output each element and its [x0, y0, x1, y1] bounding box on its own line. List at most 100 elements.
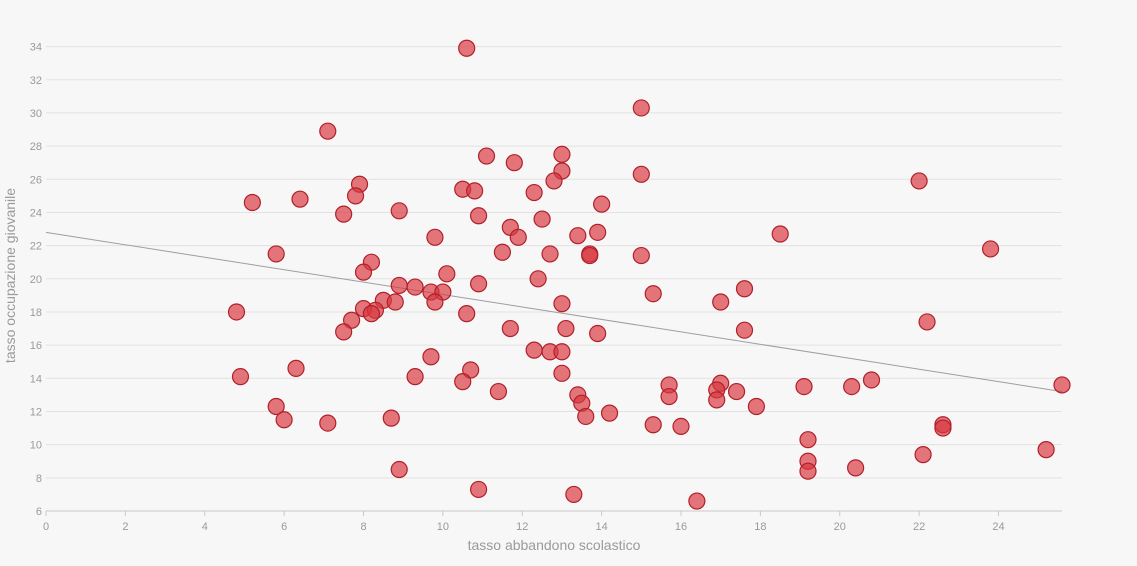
- y-tick-label: 32: [30, 75, 42, 87]
- data-point[interactable]: [525, 341, 543, 359]
- data-point[interactable]: [406, 368, 424, 386]
- data-point[interactable]: [553, 145, 571, 163]
- data-point[interactable]: [569, 227, 587, 245]
- data-point[interactable]: [557, 319, 575, 338]
- data-point[interactable]: [565, 485, 583, 504]
- data-point[interactable]: [390, 460, 408, 479]
- data-point[interactable]: [1037, 441, 1055, 459]
- data-point[interactable]: [910, 172, 928, 190]
- data-point[interactable]: [525, 183, 543, 202]
- data-point[interactable]: [843, 378, 861, 396]
- data-point[interactable]: [708, 391, 726, 409]
- x-axis-ticks: 0 2 4 6 8 10 12 14 16 18 20 22 24: [43, 511, 1005, 533]
- y-tick-label: 26: [30, 174, 42, 186]
- data-point[interactable]: [390, 202, 408, 220]
- data-point[interactable]: [275, 411, 293, 429]
- data-point[interactable]: [914, 446, 932, 464]
- grid-lines: [46, 46, 1062, 512]
- data-point[interactable]: [382, 409, 400, 427]
- data-point[interactable]: [291, 190, 309, 208]
- data-point[interactable]: [422, 348, 440, 366]
- data-point[interactable]: [454, 373, 472, 391]
- data-point[interactable]: [386, 293, 404, 311]
- data-point[interactable]: [335, 205, 353, 223]
- data-point[interactable]: [918, 313, 936, 331]
- y-tick-label: 16: [30, 340, 42, 352]
- data-point[interactable]: [477, 147, 496, 165]
- data-point[interactable]: [458, 305, 476, 323]
- data-point[interactable]: [799, 431, 817, 449]
- data-point[interactable]: [426, 228, 444, 246]
- data-point[interactable]: [593, 195, 611, 213]
- data-point[interactable]: [390, 276, 408, 295]
- data-point[interactable]: [600, 404, 619, 422]
- data-point[interactable]: [267, 397, 285, 416]
- data-point[interactable]: [529, 270, 547, 288]
- data-point[interactable]: [469, 480, 488, 499]
- data-point[interactable]: [862, 371, 881, 389]
- data-point[interactable]: [346, 187, 365, 205]
- data-point[interactable]: [672, 417, 690, 436]
- data-point[interactable]: [981, 240, 1000, 258]
- data-point[interactable]: [469, 207, 488, 225]
- data-point[interactable]: [231, 368, 250, 386]
- data-point[interactable]: [227, 303, 246, 321]
- data-point[interactable]: [354, 263, 373, 281]
- data-point[interactable]: [553, 295, 571, 313]
- data-point[interactable]: [727, 382, 746, 401]
- x-tick-label: 2: [122, 521, 128, 533]
- data-point[interactable]: [934, 419, 952, 437]
- data-point[interactable]: [493, 243, 512, 261]
- data-point[interactable]: [712, 293, 730, 311]
- y-axis-title: tasso occupazione giovanile: [2, 188, 18, 363]
- data-point[interactable]: [1053, 376, 1071, 394]
- data-point[interactable]: [319, 122, 337, 140]
- data-point[interactable]: [469, 275, 488, 293]
- data-point[interactable]: [735, 280, 754, 298]
- data-point[interactable]: [243, 193, 261, 212]
- data-point[interactable]: [632, 246, 650, 265]
- data-point[interactable]: [287, 359, 305, 377]
- y-tick-label: 24: [30, 207, 42, 219]
- data-point[interactable]: [799, 462, 817, 480]
- data-point[interactable]: [545, 172, 563, 190]
- x-tick-label: 14: [596, 521, 608, 533]
- data-point[interactable]: [735, 321, 754, 339]
- data-point[interactable]: [632, 165, 650, 183]
- data-point[interactable]: [553, 343, 571, 361]
- data-point[interactable]: [771, 225, 789, 243]
- data-point[interactable]: [644, 416, 662, 434]
- data-point[interactable]: [541, 245, 559, 263]
- data-points: [227, 39, 1071, 510]
- data-point[interactable]: [577, 407, 595, 426]
- data-point[interactable]: [644, 285, 662, 303]
- data-point[interactable]: [426, 293, 444, 311]
- data-point[interactable]: [632, 99, 650, 117]
- data-point[interactable]: [319, 414, 337, 432]
- data-point[interactable]: [533, 210, 551, 228]
- data-point[interactable]: [553, 364, 571, 382]
- data-point[interactable]: [747, 397, 766, 416]
- data-point[interactable]: [362, 305, 381, 323]
- data-point[interactable]: [581, 246, 599, 265]
- data-point[interactable]: [335, 323, 353, 341]
- y-tick-label: 22: [30, 241, 42, 253]
- data-point[interactable]: [589, 223, 607, 241]
- data-point[interactable]: [438, 265, 456, 283]
- data-point[interactable]: [267, 245, 285, 263]
- data-point[interactable]: [509, 228, 527, 246]
- data-point[interactable]: [458, 39, 476, 57]
- data-point[interactable]: [688, 492, 706, 510]
- y-tick-label: 14: [30, 373, 42, 385]
- data-point[interactable]: [847, 459, 865, 477]
- data-point[interactable]: [589, 324, 607, 343]
- data-point[interactable]: [795, 378, 813, 396]
- data-point[interactable]: [501, 319, 519, 338]
- data-point[interactable]: [505, 154, 523, 172]
- data-point[interactable]: [466, 182, 484, 200]
- data-point[interactable]: [489, 382, 508, 401]
- data-point[interactable]: [660, 387, 678, 406]
- x-tick-label: 24: [992, 521, 1004, 533]
- data-point[interactable]: [406, 278, 424, 296]
